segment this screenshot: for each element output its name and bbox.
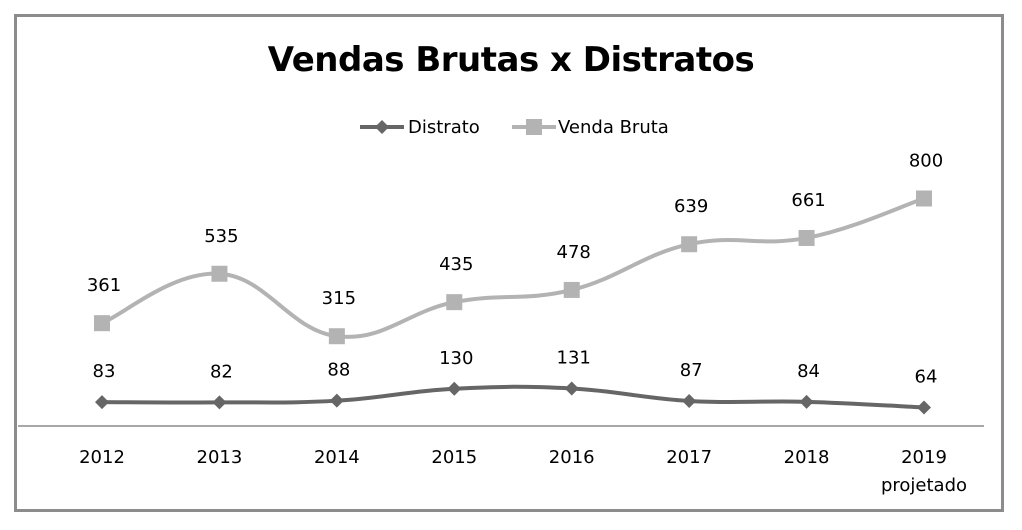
data-label-distrato: 84 bbox=[797, 361, 820, 382]
data-label-distrato: 64 bbox=[915, 367, 938, 388]
chart-legend: Distrato Venda Bruta bbox=[360, 117, 669, 138]
legend-marker-distrato bbox=[375, 120, 389, 134]
data-label-venda-bruta: 435 bbox=[439, 254, 473, 275]
data-point-venda-bruta bbox=[328, 328, 345, 345]
data-point-distrato bbox=[799, 394, 814, 409]
data-label-venda-bruta: 661 bbox=[791, 190, 825, 211]
legend-label-distrato: Distrato bbox=[408, 117, 480, 138]
data-point-venda-bruta bbox=[916, 190, 932, 207]
data-point-distrato bbox=[95, 395, 109, 410]
data-point-distrato bbox=[329, 393, 344, 408]
legend-item-distrato: Distrato bbox=[360, 117, 480, 138]
data-label-distrato: 82 bbox=[210, 361, 233, 382]
data-point-distrato bbox=[212, 395, 227, 410]
data-point-venda-bruta bbox=[798, 229, 815, 246]
legend-marker-venda-bruta bbox=[526, 119, 542, 135]
data-point-venda-bruta bbox=[446, 294, 463, 311]
data-label-venda-bruta: 478 bbox=[557, 242, 591, 263]
chart-title: Vendas Brutas x Distratos bbox=[267, 40, 755, 80]
data-point-venda-bruta bbox=[94, 315, 110, 332]
x-tick-label: 2018 bbox=[784, 447, 830, 468]
x-tick-label: 2019 bbox=[901, 447, 947, 468]
x-tick-label: 2013 bbox=[197, 447, 243, 468]
series-line-venda-bruta bbox=[101, 196, 925, 339]
data-label-distrato: 88 bbox=[327, 360, 350, 381]
x-tick-label: 2014 bbox=[314, 447, 360, 468]
data-point-distrato bbox=[917, 400, 931, 415]
data-labels-layer: 83 82 88 130 131 87 84 64 361 535 315 435 478 639 661 8… bbox=[87, 151, 943, 388]
data-label-venda-bruta: 639 bbox=[674, 196, 708, 217]
data-point-venda-bruta bbox=[563, 281, 580, 298]
data-label-venda-bruta: 315 bbox=[322, 288, 356, 309]
data-point-distrato bbox=[682, 393, 697, 408]
data-point-distrato bbox=[564, 381, 579, 396]
x-tick-label: 2015 bbox=[431, 447, 477, 468]
data-point-distrato bbox=[447, 381, 462, 396]
x-tick-label: 2012 bbox=[79, 447, 125, 468]
data-label-venda-bruta: 535 bbox=[204, 226, 238, 247]
data-label-distrato: 130 bbox=[439, 348, 473, 369]
data-label-venda-bruta: 361 bbox=[87, 275, 121, 296]
x-tick-label: 2017 bbox=[666, 447, 712, 468]
data-label-distrato: 131 bbox=[557, 347, 591, 368]
x-tick-label: 2016 bbox=[549, 447, 595, 468]
x-axis-ticks: 2012 2013 2014 2015 2016 2017 2018 2019 projetad… bbox=[79, 447, 967, 496]
data-point-venda-bruta bbox=[681, 236, 698, 253]
data-label-distrato: 87 bbox=[680, 360, 703, 381]
data-label-distrato: 83 bbox=[93, 361, 116, 382]
data-label-venda-bruta: 800 bbox=[909, 151, 943, 172]
data-point-venda-bruta bbox=[211, 265, 228, 282]
chart-frame bbox=[14, 14, 1004, 512]
series-line-distrato bbox=[101, 384, 925, 410]
series-layer bbox=[94, 190, 932, 415]
x-tick-sublabel: projetado bbox=[881, 475, 967, 496]
legend-label-venda-bruta: Venda Bruta bbox=[558, 117, 669, 138]
legend-item-venda-bruta: Venda Bruta bbox=[512, 117, 669, 138]
